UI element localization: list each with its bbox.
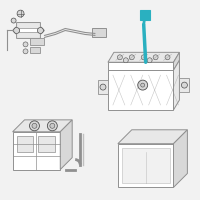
Circle shape: [29, 121, 39, 131]
Circle shape: [11, 18, 16, 23]
FancyBboxPatch shape: [92, 28, 106, 37]
FancyBboxPatch shape: [122, 148, 170, 183]
FancyBboxPatch shape: [13, 132, 60, 170]
Polygon shape: [13, 120, 72, 132]
FancyBboxPatch shape: [118, 144, 173, 187]
Circle shape: [123, 58, 128, 63]
Polygon shape: [108, 62, 173, 70]
Circle shape: [14, 28, 20, 33]
FancyBboxPatch shape: [30, 47, 40, 53]
Circle shape: [141, 83, 145, 87]
Circle shape: [23, 42, 28, 47]
Polygon shape: [173, 60, 179, 110]
Circle shape: [23, 49, 28, 54]
FancyBboxPatch shape: [30, 38, 44, 45]
Polygon shape: [13, 23, 44, 38]
Polygon shape: [108, 52, 179, 62]
FancyBboxPatch shape: [98, 80, 108, 94]
Circle shape: [100, 84, 106, 90]
Circle shape: [117, 55, 122, 60]
FancyBboxPatch shape: [140, 10, 150, 20]
Circle shape: [37, 28, 43, 33]
Polygon shape: [60, 120, 72, 170]
Circle shape: [138, 80, 148, 90]
Circle shape: [32, 123, 37, 128]
FancyBboxPatch shape: [179, 78, 189, 92]
Polygon shape: [19, 28, 38, 32]
FancyBboxPatch shape: [17, 136, 33, 152]
Polygon shape: [173, 130, 187, 187]
Polygon shape: [118, 130, 187, 144]
Circle shape: [17, 10, 24, 17]
Circle shape: [50, 123, 55, 128]
Circle shape: [165, 55, 170, 60]
Polygon shape: [173, 52, 179, 70]
FancyBboxPatch shape: [38, 136, 55, 152]
Circle shape: [141, 55, 146, 60]
Polygon shape: [108, 70, 173, 110]
Circle shape: [153, 55, 158, 60]
Circle shape: [181, 82, 187, 88]
Circle shape: [47, 121, 57, 131]
Circle shape: [129, 55, 134, 60]
Circle shape: [147, 58, 152, 63]
